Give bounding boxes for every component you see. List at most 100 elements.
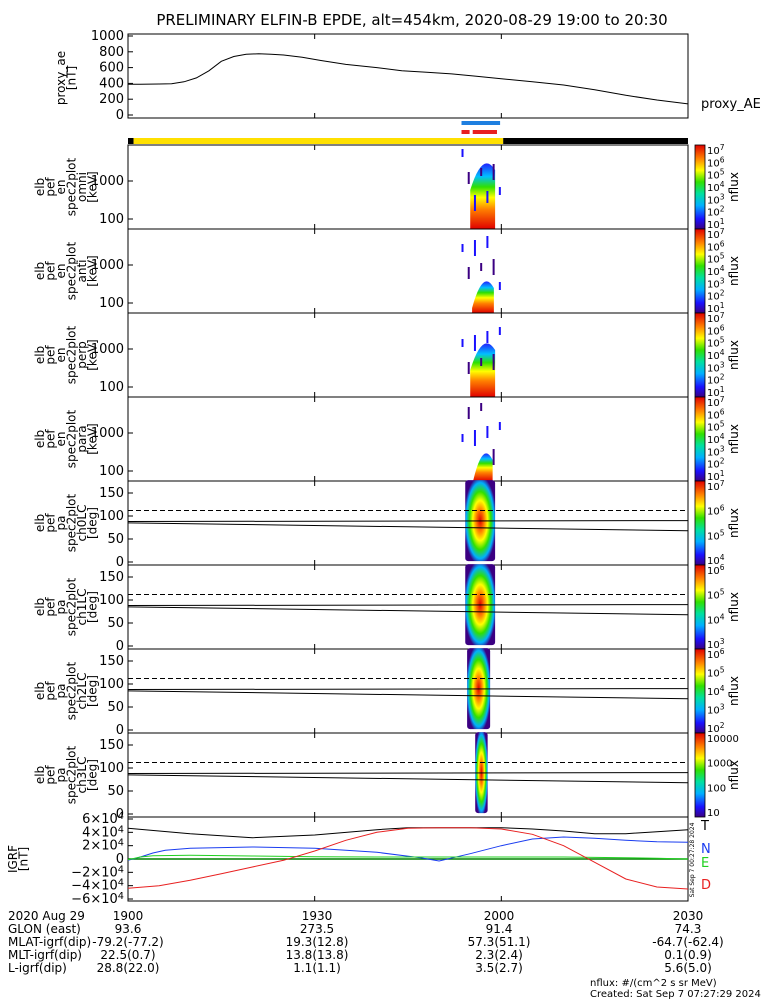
pa-ch2-frame — [127, 648, 689, 734]
energy-omni-ylabel-line: omni — [75, 172, 89, 202]
energy-anti-ylabel-line: pef — [43, 261, 57, 281]
energy-perp-frame — [127, 312, 689, 398]
energy-perp-colorbar — [694, 312, 706, 398]
ephemeris-value: 2.3(2.4) — [475, 948, 523, 962]
pa-ch2-colorbar-tick: 102 — [707, 721, 725, 735]
energy-anti-speckle — [473, 240, 476, 256]
ephemeris-value: 22.5(0.7) — [100, 948, 155, 962]
energy-anti-speckle — [480, 263, 483, 271]
energy-omni-ylabel-line: [keV] — [85, 171, 99, 202]
pa-ch3-ytick-label: 0 — [116, 807, 124, 822]
energy-omni-ytick-label: 100 — [99, 212, 124, 227]
energy-anti-colorbar-tick: 106 — [707, 239, 725, 253]
pa-ch2-ylabel-line: [deg] — [85, 675, 99, 707]
pa-ch3-colorbar-tick: 10000 — [707, 734, 739, 745]
energy-perp-colorbar-tick: 105 — [707, 336, 725, 350]
pa-ch1-perp-line — [127, 604, 689, 607]
ephemeris-value: -79.2(-77.2) — [92, 935, 163, 949]
energy-perp-colorbar-tick: 107 — [707, 311, 725, 325]
energy-perp-speckle — [492, 354, 495, 370]
energy-perp-colorbar-tick: 102 — [707, 373, 725, 387]
pa-ch2-ytick-label: 50 — [107, 700, 124, 715]
time-tick-label: 1900 — [113, 909, 144, 923]
energy-omni-frame — [127, 144, 689, 230]
energy-omni-speckle — [492, 164, 495, 180]
energy-para-spectrum — [473, 453, 493, 481]
energy-omni-ylabel-line: elb — [33, 178, 47, 196]
energy-para-speckle — [498, 422, 501, 430]
energy-para-speckle — [467, 407, 470, 419]
created-note: Created: Sat Sep 7 07:27:29 2024 — [590, 989, 761, 1000]
pa-ch2-perp-line — [127, 688, 689, 691]
energy-para-colorbar-label: nflux — [727, 424, 741, 454]
energy-omni-colorbar — [694, 144, 706, 230]
igrf-ytick-label: −2×104 — [71, 864, 124, 880]
energy-para-ylabel-line: para — [75, 425, 89, 452]
energy-para-colorbar-tick: 107 — [707, 395, 725, 409]
energy-anti-colorbar-tick: 104 — [707, 264, 725, 278]
energy-perp-ylabel-line: pef — [43, 345, 57, 365]
energy-omni-speckle — [473, 195, 476, 211]
energy-anti-ytick-label: 1000 — [91, 258, 124, 273]
energy-anti-frame — [127, 228, 689, 314]
pa-ch1-ylabel-line: [deg] — [85, 591, 99, 623]
ephemeris-segment — [128, 138, 134, 144]
energy-para-ylabel-line: [keV] — [85, 423, 99, 454]
energy-anti-ytick-label: 100 — [99, 296, 124, 311]
pa-ch3-perp-line — [127, 772, 689, 775]
energy-anti-speckle — [498, 282, 501, 290]
energy-omni-speckle — [461, 149, 464, 157]
proxy-ae-ytick-label: 400 — [99, 76, 124, 91]
ephemeris-value: 93.6 — [115, 922, 142, 936]
igrf-legend-D: D — [701, 878, 711, 893]
pa-ch2-ytick-label: 150 — [99, 654, 124, 669]
pa-ch1-colorbar-label: nflux — [727, 592, 741, 622]
energy-para-colorbar-tick: 103 — [707, 444, 725, 458]
pa-ch0-loss-cone-line — [127, 522, 689, 532]
energy-perp-ylabel-line: spec2plot — [64, 325, 78, 384]
energy-omni-ylabel-line: spec2plot — [64, 157, 78, 216]
pa-ch3-colorbar-tick: 10 — [707, 808, 720, 819]
igrf-legend-E: E — [701, 856, 709, 871]
pa-ch1-ylabel-line: pa — [54, 600, 68, 615]
energy-anti-speckle — [486, 236, 489, 248]
energy-omni-colorbar-tick: 102 — [707, 205, 725, 219]
pa-ch1-ytick-label: 50 — [107, 616, 124, 631]
ephemeris-segment — [503, 138, 688, 144]
ephemeris-value: 91.4 — [486, 922, 513, 936]
pa-ch3-ylabel-line: spec2plot — [64, 745, 78, 804]
ephemeris-row-label: GLON (east) — [8, 922, 81, 936]
pa-ch3-ytick-label: 150 — [99, 738, 124, 753]
pa-ch3-ylabel-line: [deg] — [85, 759, 99, 791]
ephemeris-value: 5.6(5.0) — [664, 961, 712, 975]
energy-omni-colorbar-label: nflux — [727, 172, 741, 202]
pa-ch0-ytick-label: 150 — [99, 486, 124, 501]
igrf-legend-N: N — [701, 842, 711, 857]
energy-perp-speckle — [473, 335, 476, 351]
proxy-ae-ylabel-line: [nT] — [64, 66, 78, 90]
ephemeris-value: 13.8(13.8) — [286, 948, 349, 962]
energy-omni-speckle — [480, 168, 483, 176]
energy-para-colorbar-tick: 105 — [707, 420, 725, 434]
energy-omni-colorbar-tick: 104 — [707, 180, 725, 194]
ephemeris-value: 273.5 — [300, 922, 334, 936]
units-note: nflux: #/(cm^2 s sr MeV) — [590, 978, 717, 989]
energy-para-frame — [127, 396, 689, 482]
pa-ch0-ytick-label: 0 — [116, 555, 124, 570]
energy-perp-speckle — [498, 327, 501, 335]
time-tick-label: 2030 — [673, 909, 704, 923]
igrf-ytick-label: 4×104 — [82, 824, 124, 840]
side-timestamp: Sat Sep 7 00:27:28 2024 — [689, 822, 696, 897]
energy-anti-speckle — [461, 244, 464, 252]
igrf-series-D — [127, 827, 689, 890]
energy-anti-colorbar-tick: 102 — [707, 289, 725, 303]
pa-ch0-ytick-label: 50 — [107, 532, 124, 547]
pa-ch1-ytick-label: 150 — [99, 570, 124, 585]
energy-para-ylabel-line: en — [54, 432, 68, 447]
proxy-ae-ylabel-line: proxy_ae — [54, 51, 68, 105]
pa-ch3-ylabel-line: elb — [33, 766, 47, 784]
igrf-ytick-label: −4×104 — [71, 878, 124, 894]
energy-para-ytick-label: 100 — [99, 464, 124, 479]
energy-para-colorbar-tick: 106 — [707, 407, 725, 421]
pa-ch3-colorbar-tick: 100 — [707, 783, 726, 794]
